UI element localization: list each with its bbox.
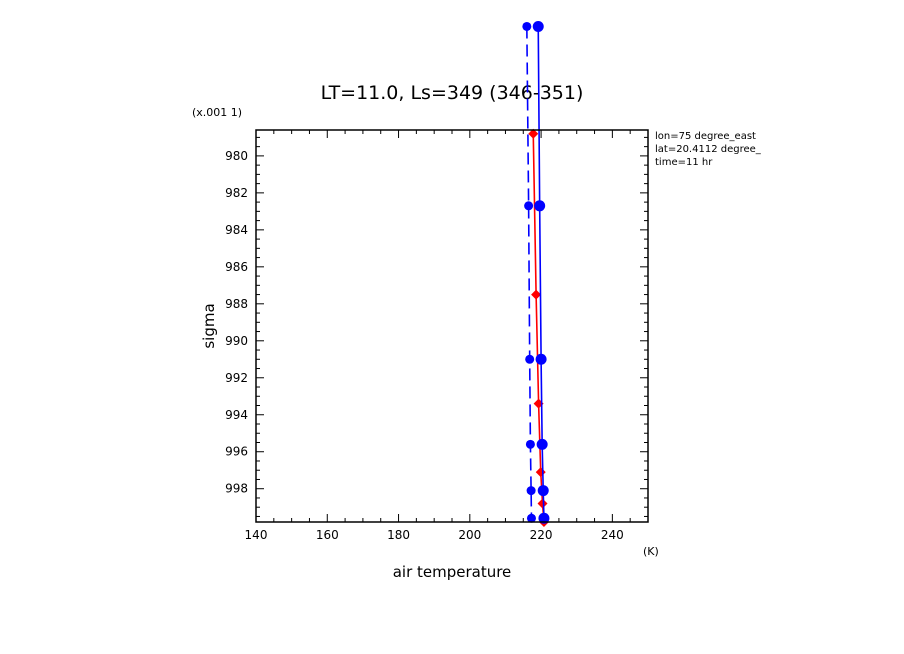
series-layer	[522, 20, 550, 527]
x-tick-label: 220	[530, 528, 553, 542]
data-point	[525, 354, 535, 364]
x-unit-label: (K)	[643, 545, 659, 558]
data-point	[528, 128, 539, 139]
y-tick-label: 982	[225, 186, 248, 200]
x-tick-label: 140	[245, 528, 268, 542]
x-tick-label: 180	[387, 528, 410, 542]
series-line	[526, 26, 533, 519]
y-tick-label: 980	[225, 149, 248, 163]
data-point	[526, 486, 536, 496]
data-point	[526, 513, 536, 523]
data-point	[532, 20, 544, 32]
data-point	[535, 467, 546, 478]
x-tick-label: 200	[458, 528, 481, 542]
data-point	[535, 353, 547, 365]
y-axis-label: sigma	[200, 303, 218, 348]
data-point	[538, 512, 550, 524]
data-point	[537, 485, 549, 497]
y-tick-label: 994	[225, 408, 248, 422]
y-tick-label: 984	[225, 223, 248, 237]
x-axis-label: air temperature	[393, 563, 512, 581]
axis-ticks: 140 160 180 200 220 240 980 982 984 986 988 990 992 9…	[225, 130, 649, 542]
y-tick-label: 996	[225, 445, 248, 459]
y-unit-label: (x.001 1)	[192, 106, 242, 119]
info-block: lon=75 degree_east lat=20.4112 degree_ t…	[655, 131, 762, 168]
y-tick-label: 998	[225, 482, 248, 496]
y-tick-label: 986	[225, 260, 248, 274]
data-point	[525, 439, 535, 449]
data-point	[522, 21, 532, 31]
x-tick-label: 240	[601, 528, 624, 542]
info-line-lon: lon=75 degree_east	[655, 131, 756, 142]
data-point	[534, 200, 546, 212]
y-tick-label: 988	[225, 297, 248, 311]
chart-title: LT=11.0, Ls=349 (346-351)	[321, 82, 584, 104]
data-point	[537, 498, 548, 509]
y-tick-label: 992	[225, 371, 248, 385]
info-line-lat: lat=20.4112 degree_	[655, 144, 762, 155]
data-point	[536, 438, 548, 450]
data-point	[524, 201, 534, 211]
plot-frame	[255, 129, 649, 523]
y-tick-label: 990	[225, 334, 248, 348]
x-tick-label: 160	[316, 528, 339, 542]
data-point	[531, 289, 542, 300]
info-line-time: time=11 hr	[655, 157, 713, 168]
